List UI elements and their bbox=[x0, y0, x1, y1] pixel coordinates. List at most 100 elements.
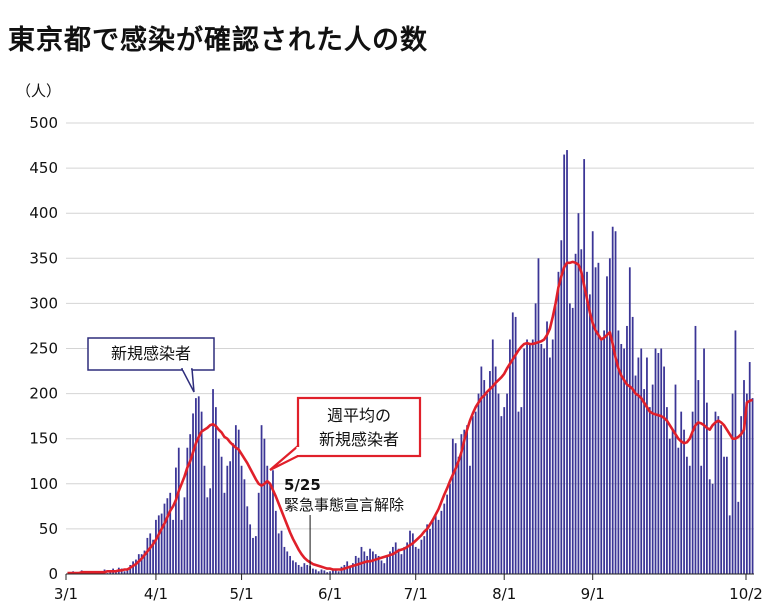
data-bar bbox=[691, 411, 694, 574]
data-bar bbox=[651, 384, 654, 574]
data-bar bbox=[126, 569, 129, 574]
data-bar bbox=[226, 465, 229, 574]
data-bar bbox=[580, 249, 583, 574]
data-bar bbox=[500, 416, 503, 574]
x-tick-label: 6/1 bbox=[318, 585, 342, 603]
data-bar bbox=[292, 560, 294, 574]
data-bar bbox=[360, 546, 363, 574]
data-bar bbox=[631, 316, 634, 574]
data-bar bbox=[183, 497, 186, 574]
data-bar bbox=[606, 276, 608, 574]
data-bar bbox=[280, 530, 283, 574]
line-callout-box bbox=[296, 396, 422, 458]
data-bar bbox=[494, 366, 497, 574]
data-bar bbox=[720, 425, 723, 574]
data-bar bbox=[549, 357, 551, 574]
data-bar bbox=[700, 465, 703, 574]
data-bar bbox=[449, 483, 451, 574]
data-bar bbox=[232, 443, 234, 574]
data-bar bbox=[234, 425, 237, 574]
data-bar bbox=[135, 559, 137, 574]
data-bar bbox=[195, 398, 197, 574]
data-bar bbox=[454, 443, 457, 574]
data-bar bbox=[603, 330, 606, 574]
data-bar bbox=[543, 348, 546, 574]
data-bar bbox=[451, 438, 454, 574]
data-bar bbox=[155, 519, 157, 574]
y-tick-label: 250 bbox=[29, 340, 58, 358]
data-bar bbox=[748, 362, 751, 574]
data-bar bbox=[600, 339, 603, 574]
data-bar bbox=[297, 564, 300, 574]
data-bar bbox=[434, 515, 437, 574]
data-bar bbox=[140, 554, 143, 574]
line-callout-text-1: 週平均の bbox=[327, 406, 391, 425]
data-bar bbox=[243, 479, 246, 574]
data-bar bbox=[474, 411, 477, 574]
data-bar bbox=[294, 562, 297, 574]
data-bar bbox=[503, 407, 506, 574]
bars-callout-box bbox=[87, 337, 215, 371]
y-tick-label: 300 bbox=[29, 294, 58, 312]
data-bar bbox=[423, 536, 426, 574]
data-bar bbox=[157, 515, 160, 574]
data-bar bbox=[229, 461, 232, 574]
data-bar bbox=[663, 366, 665, 574]
data-bar bbox=[440, 510, 443, 574]
data-bar bbox=[266, 465, 269, 574]
data-bar bbox=[274, 510, 277, 574]
data-bar bbox=[668, 438, 671, 574]
data-bar bbox=[429, 528, 431, 574]
data-bar bbox=[300, 566, 303, 574]
data-bar bbox=[172, 519, 174, 574]
data-bar bbox=[217, 438, 220, 574]
y-axis-unit-label: （人） bbox=[16, 82, 61, 100]
data-bar bbox=[209, 488, 212, 574]
data-bar bbox=[688, 465, 691, 574]
data-bar bbox=[654, 348, 657, 574]
data-bar bbox=[471, 416, 474, 574]
data-bar bbox=[437, 519, 440, 574]
data-bar bbox=[597, 262, 600, 574]
data-bar bbox=[443, 503, 446, 574]
data-bar bbox=[666, 407, 668, 574]
y-tick-label: 450 bbox=[29, 159, 58, 177]
data-bar bbox=[206, 497, 209, 574]
data-bar bbox=[463, 429, 466, 574]
data-bar bbox=[531, 339, 534, 574]
event-annotation: 5/25 緊急事態宣言解除 bbox=[284, 476, 404, 574]
data-bar bbox=[149, 533, 152, 574]
data-bar bbox=[323, 570, 326, 574]
data-bar bbox=[506, 393, 508, 574]
data-bar bbox=[751, 398, 754, 574]
data-bar bbox=[163, 503, 166, 574]
data-bar bbox=[557, 271, 560, 574]
data-bar bbox=[160, 513, 163, 574]
data-bar bbox=[686, 456, 688, 574]
data-bar bbox=[711, 483, 714, 574]
data-bar bbox=[352, 563, 354, 574]
data-bar bbox=[237, 429, 240, 574]
data-bar bbox=[397, 548, 400, 574]
data-bar bbox=[677, 447, 680, 574]
data-bar bbox=[491, 339, 494, 574]
data-bar bbox=[620, 343, 623, 574]
data-bar bbox=[648, 407, 651, 574]
data-bar bbox=[169, 492, 172, 574]
data-bar bbox=[523, 348, 526, 574]
data-bar bbox=[560, 240, 563, 574]
data-bar bbox=[240, 465, 243, 574]
data-bar bbox=[414, 546, 417, 574]
data-bar bbox=[588, 294, 591, 574]
data-bar bbox=[214, 407, 217, 574]
data-bar bbox=[180, 519, 183, 574]
data-bar bbox=[312, 568, 314, 574]
data-bar bbox=[634, 375, 637, 574]
data-bar bbox=[411, 533, 414, 574]
data-bar bbox=[660, 348, 663, 574]
data-bar bbox=[357, 557, 360, 574]
data-bar bbox=[431, 519, 434, 574]
data-bar bbox=[680, 411, 683, 574]
data-bar bbox=[132, 561, 134, 574]
y-tick-label: 500 bbox=[29, 114, 58, 132]
